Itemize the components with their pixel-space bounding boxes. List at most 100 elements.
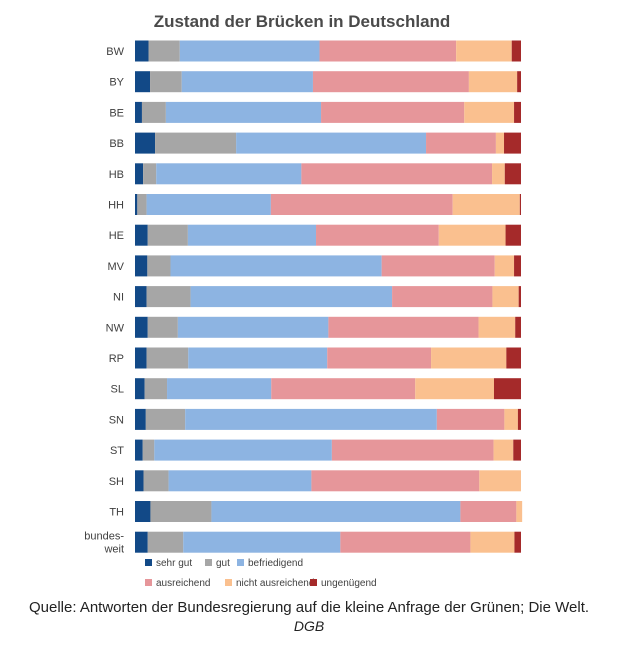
bar-segment-8-0 bbox=[135, 286, 147, 308]
category-label-3: BB bbox=[109, 138, 124, 150]
bar-segment-3-4 bbox=[495, 132, 505, 154]
bar-segment-14-2 bbox=[168, 470, 312, 492]
bar-segment-6-0 bbox=[135, 224, 148, 246]
bar-segment-5-1 bbox=[137, 194, 147, 215]
legend-label-1: gut bbox=[216, 558, 230, 569]
bar-segment-13-0 bbox=[135, 439, 143, 461]
bar-segment-12-0 bbox=[135, 408, 146, 430]
bar-segment-3-3 bbox=[426, 132, 496, 154]
category-label-11: SL bbox=[111, 384, 124, 396]
bar-segment-6-5 bbox=[505, 224, 521, 246]
bar-segment-13-2 bbox=[154, 439, 332, 461]
legend-label-0: sehr gut bbox=[156, 558, 192, 569]
category-label-14: SH bbox=[109, 476, 124, 488]
bar-segment-6-4 bbox=[438, 224, 506, 246]
bar-segment-1-4 bbox=[468, 71, 518, 93]
bar-segment-0-4 bbox=[456, 40, 512, 62]
bar-segment-9-0 bbox=[135, 316, 148, 338]
category-label-9: NW bbox=[106, 322, 125, 334]
legend-label-4: nicht ausreichend bbox=[236, 578, 314, 589]
category-label-1: BY bbox=[109, 77, 124, 89]
bar-segment-3-5 bbox=[504, 132, 521, 154]
bar-segment-10-3 bbox=[327, 347, 432, 369]
bar-segment-9-4 bbox=[478, 316, 516, 338]
category-label-4: HB bbox=[109, 169, 124, 181]
bar-segment-13-5 bbox=[513, 439, 521, 461]
bar-segment-5-0 bbox=[135, 194, 138, 215]
category-label-6: HE bbox=[109, 230, 124, 242]
bar-segment-5-5 bbox=[519, 194, 521, 215]
bar-segment-4-3 bbox=[301, 163, 493, 185]
bar-segment-10-2 bbox=[188, 347, 328, 369]
category-label-5: HH bbox=[108, 200, 124, 212]
bar-segment-1-0 bbox=[135, 71, 151, 93]
bar-segment-4-1 bbox=[143, 163, 157, 185]
credit-caption: DGB bbox=[293, 618, 325, 634]
bar-segment-11-2 bbox=[167, 378, 272, 400]
legend-label-5: ungenügend bbox=[321, 578, 377, 589]
bar-segment-14-1 bbox=[143, 470, 169, 492]
bar-segment-13-3 bbox=[331, 439, 494, 461]
bar-segment-16-3 bbox=[340, 531, 471, 553]
bar-segment-2-1 bbox=[141, 101, 166, 123]
bar-segment-16-0 bbox=[135, 531, 148, 553]
category-label-15: TH bbox=[109, 507, 124, 519]
legend-swatch-3 bbox=[145, 579, 152, 586]
source-caption: Quelle: Antworten der Bundesregierung au… bbox=[28, 599, 590, 616]
bar-segment-15-4 bbox=[516, 501, 523, 522]
bar-segment-6-3 bbox=[316, 224, 439, 246]
category-label-0: BW bbox=[106, 46, 124, 58]
legend-swatch-1 bbox=[205, 559, 212, 566]
bar-segment-13-1 bbox=[142, 439, 155, 461]
bar-segment-9-3 bbox=[328, 316, 479, 338]
bar-segment-10-0 bbox=[135, 347, 147, 369]
bar-segment-5-2 bbox=[146, 194, 271, 215]
bar-segment-10-1 bbox=[146, 347, 189, 369]
bar-segment-2-3 bbox=[321, 101, 465, 123]
bar-segment-9-2 bbox=[177, 316, 329, 338]
bar-segment-4-0 bbox=[135, 163, 144, 185]
legend-swatch-5 bbox=[310, 579, 317, 586]
bar-segment-12-1 bbox=[145, 408, 186, 430]
bar-segment-15-2 bbox=[211, 501, 461, 522]
bar-segment-9-5 bbox=[515, 316, 521, 338]
bar-segment-8-5 bbox=[518, 286, 521, 308]
bar-segment-0-0 bbox=[135, 40, 149, 62]
bar-segment-15-1 bbox=[150, 501, 212, 522]
bar-segment-3-0 bbox=[135, 132, 156, 154]
bar-segment-13-4 bbox=[493, 439, 514, 461]
legend-label-2: befriedigend bbox=[248, 558, 303, 569]
bar-segment-7-4 bbox=[494, 255, 515, 277]
bar-segment-11-1 bbox=[144, 378, 168, 400]
bar-segment-16-2 bbox=[183, 531, 341, 553]
chart-title: Zustand der Brücken in Deutschland bbox=[154, 12, 451, 31]
category-labels: BW BY BE BB HB HH HE MV NI NW RP SL SN ST SH TH bundes-w… bbox=[84, 46, 124, 556]
bar-segment-0-3 bbox=[319, 40, 457, 62]
category-label-2: BE bbox=[109, 107, 124, 119]
bar-segment-2-5 bbox=[514, 101, 521, 123]
legend-swatch-0 bbox=[145, 559, 152, 566]
bar-segment-5-3 bbox=[270, 194, 453, 215]
bar-segment-3-1 bbox=[155, 132, 237, 154]
bar-segment-6-1 bbox=[147, 224, 188, 246]
bar-segment-4-5 bbox=[504, 163, 521, 185]
bar-segment-11-4 bbox=[415, 378, 494, 400]
bar-segment-1-2 bbox=[181, 71, 313, 93]
bar-segment-8-1 bbox=[146, 286, 191, 308]
bar-segment-2-0 bbox=[135, 101, 142, 123]
legend-label-3: ausreichend bbox=[156, 578, 210, 589]
bar-segment-7-1 bbox=[147, 255, 171, 277]
bar-segment-4-4 bbox=[492, 163, 505, 185]
bar-segment-1-1 bbox=[150, 71, 182, 93]
bar-segment-2-4 bbox=[464, 101, 515, 123]
bar-segment-16-1 bbox=[147, 531, 184, 553]
bar-segment-15-0 bbox=[135, 501, 151, 522]
bar-segment-3-2 bbox=[236, 132, 427, 154]
category-label-8: NI bbox=[113, 292, 124, 304]
bar-segment-2-2 bbox=[165, 101, 322, 123]
bar-segment-14-4 bbox=[479, 470, 521, 492]
bar-segment-7-0 bbox=[135, 255, 148, 277]
bar-segment-8-4 bbox=[492, 286, 519, 308]
bar-segment-12-4 bbox=[504, 408, 518, 430]
bar-segment-16-4 bbox=[470, 531, 515, 553]
